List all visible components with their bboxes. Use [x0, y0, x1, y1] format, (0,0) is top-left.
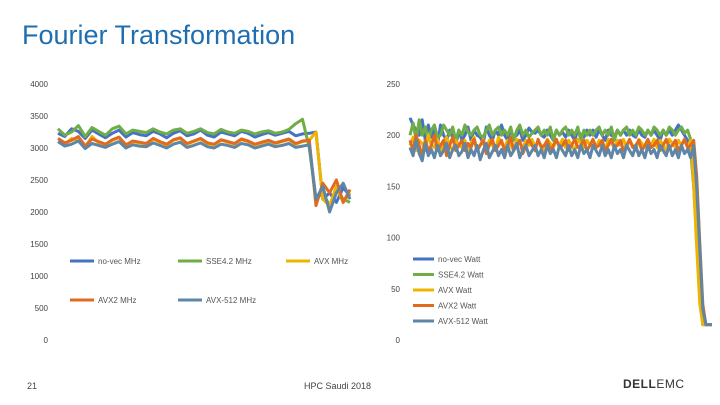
mhz-legend-label: no-vec MHz	[98, 257, 141, 266]
watt-ytick-label: 200	[387, 131, 401, 140]
mhz-legend-label: AVX-512 MHz	[206, 296, 256, 305]
mhz-legend-label: SSE4.2 MHz	[206, 257, 252, 266]
event-name: HPC Saudi 2018	[304, 381, 372, 391]
mhz-ytick-label: 1000	[30, 272, 48, 281]
watt-series-line	[408, 118, 712, 327]
mhz-legend-label: AVX2 MHz	[98, 296, 137, 305]
mhz-ytick-label: 3500	[30, 112, 48, 121]
mhz-ytick-label: 0	[44, 336, 49, 345]
watt-legend-label: AVX Watt	[438, 286, 473, 295]
watt-ytick-label: 50	[391, 285, 400, 294]
mhz-ytick-label: 1500	[30, 240, 48, 249]
watt-legend-label: SSE4.2 Watt	[438, 271, 484, 280]
mhz-ytick-label: 4000	[30, 80, 48, 89]
watt-series-line	[408, 138, 712, 327]
watt-ytick-label: 150	[387, 182, 401, 191]
dell-emc-logo: DELLEMC	[623, 377, 685, 391]
mhz-ytick-label: 3000	[30, 144, 48, 153]
watt-ytick-label: 100	[387, 234, 401, 243]
watt-legend-label: no-vec Watt	[438, 255, 481, 264]
watt-ytick-label: 0	[396, 336, 401, 345]
mhz-series-line	[57, 139, 352, 214]
mhz-series-line	[56, 117, 351, 208]
watt-ytick-label: 250	[387, 80, 401, 89]
mhz-ytick-label: 2500	[30, 176, 48, 185]
slide-number: 21	[27, 381, 38, 391]
mhz-series-line	[57, 135, 352, 208]
mhz-ytick-label: 500	[35, 304, 49, 313]
mhz-series-line	[57, 127, 352, 204]
watt-legend-label: AVX-512 Watt	[438, 317, 489, 326]
watt-legend-label: AVX2 Watt	[438, 302, 477, 311]
mhz-ytick-label: 2000	[30, 208, 48, 217]
slide-title: Fourier Transformation	[22, 20, 296, 50]
watt-series-line	[408, 133, 712, 327]
mhz-legend-label: AVX MHz	[314, 257, 348, 266]
watt-series-line	[408, 133, 712, 327]
